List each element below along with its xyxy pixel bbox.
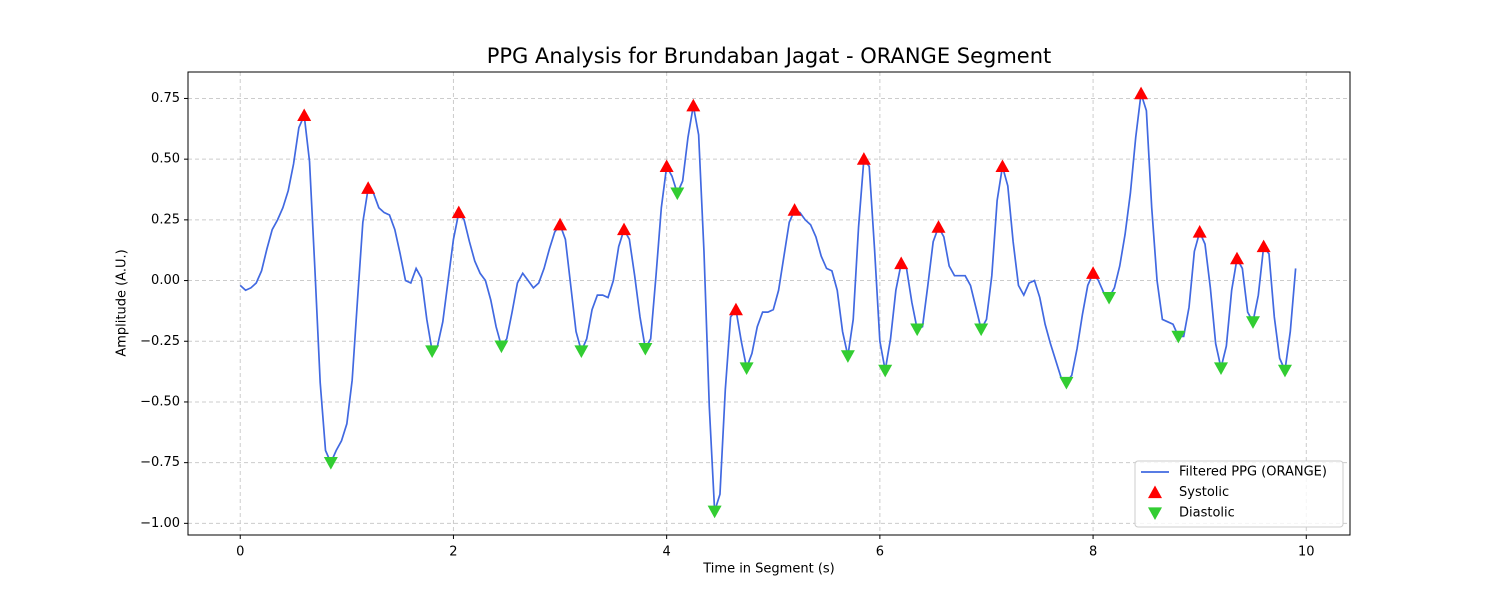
diastolic-marker [707,505,722,519]
y-tick-label: 0.00 [151,273,180,288]
systolic-marker [297,108,312,122]
x-tick-label: 2 [449,545,457,560]
systolic-marker [617,222,632,236]
x-tick-label: 4 [663,545,671,560]
systolic-marker [451,205,466,219]
y-tick-label: −0.75 [140,455,180,470]
diastolic-marker [1245,316,1260,329]
legend-label: Systolic [1179,485,1229,500]
y-tick-label: −0.50 [140,394,180,409]
diastolic-marker [574,345,589,358]
systolic-marker [728,302,743,316]
diastolic-marker [670,187,685,201]
x-tick-label: 0 [236,545,244,560]
systolic-marker [1229,251,1244,265]
ppg-line [239,93,1297,512]
diastolic-marker [974,323,989,337]
x-tick-label: 6 [876,545,884,560]
diastolic-marker [840,350,855,363]
plot-frame [187,71,1351,536]
x-tick-label: 10 [1298,545,1315,560]
y-axis-label: Amplitude (A.U.) [115,249,130,356]
systolic-marker [894,256,909,270]
systolic-marker [361,181,376,194]
systolic-marker [1086,266,1101,279]
y-tick-label: 0.50 [151,152,180,167]
systolic-marker [931,220,946,233]
y-tick-label: 0.75 [151,91,180,106]
diastolic-marker [1059,376,1074,390]
systolic-marker [856,152,871,165]
diastolic-marker [878,364,893,378]
diastolic-marker [494,340,509,354]
systolic-marker [787,203,802,216]
y-tick-label: −0.25 [140,334,180,349]
legend: Filtered PPG (ORANGE) Systolic Diastolic [1134,460,1344,528]
y-tick-label: 0.25 [151,212,180,227]
y-tick-label: −1.00 [140,516,180,531]
diastolic-marker [1171,330,1186,344]
systolic-marker [553,217,568,231]
legend-label: Filtered PPG (ORANGE) [1179,465,1327,480]
x-axis-label: Time in Segment (s) [702,562,834,577]
diastolic-marker [425,345,440,358]
diastolic-marker [739,362,754,375]
legend-label: Diastolic [1179,506,1235,521]
legend-swatch [1148,485,1162,499]
diastolic-marker [910,323,925,337]
diastolic-marker [323,457,338,470]
x-tick-label: 8 [1089,545,1097,560]
diastolic-marker [1102,291,1117,305]
legend-swatch [1148,507,1162,520]
systolic-marker [1256,239,1271,253]
chart-title: PPG Analysis for Brundaban Jagat - ORANG… [487,44,1052,68]
diastolic-marker [1277,364,1292,378]
systolic-marker [659,159,674,173]
diastolic-marker [638,342,653,356]
systolic-marker [995,159,1010,173]
systolic-marker [1192,224,1207,238]
systolic-marker [1134,86,1149,100]
diastolic-marker [1214,362,1229,375]
legend-box [1134,460,1344,528]
systolic-marker [686,98,701,112]
